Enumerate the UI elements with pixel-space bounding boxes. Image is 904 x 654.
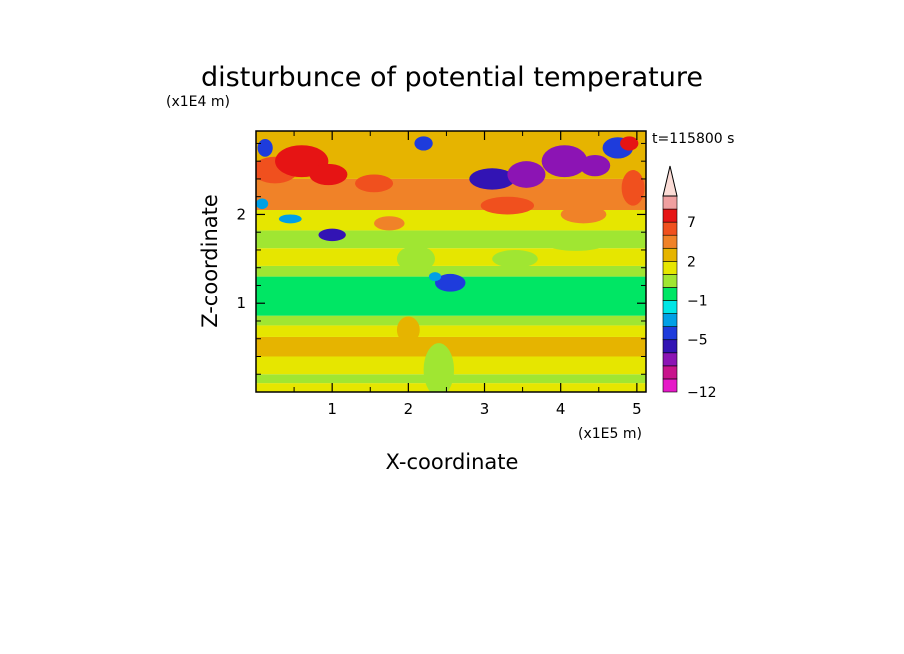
colorbar-swatch — [662, 195, 678, 210]
colorbar-label: −5 — [687, 333, 708, 349]
field-band-0 — [256, 383, 646, 392]
colorbar-label: −1 — [687, 294, 708, 310]
colorbar: −12−5−127 — [662, 165, 717, 401]
x-unit-label: (x1E5 m) — [578, 426, 642, 442]
field-feature-9 — [469, 168, 515, 190]
field-band-7 — [256, 265, 646, 277]
y-axis: 12 — [236, 142, 646, 375]
colorbar-swatch — [662, 247, 678, 262]
colorbar-swatch — [662, 352, 678, 367]
field-feature-18 — [435, 273, 466, 292]
colorbar-extend-arrow — [662, 165, 678, 197]
x-tick-label: 2 — [404, 400, 414, 418]
field-feature-2 — [309, 163, 348, 186]
field-feature-24 — [549, 240, 603, 251]
colorbar-swatch — [662, 378, 678, 393]
y-tick-label: 1 — [236, 294, 246, 312]
field-band-10 — [256, 210, 646, 231]
x-axis-label: X-coordinate — [386, 450, 519, 474]
colorbar-swatch — [662, 313, 678, 327]
colorbar-swatch — [662, 274, 678, 288]
colorbar-swatch — [662, 287, 678, 301]
colorbar-swatch — [662, 221, 678, 236]
plot-frame — [255, 130, 647, 393]
field-band-11 — [256, 178, 646, 211]
colorbar-swatch — [662, 326, 678, 341]
field-feature-14 — [480, 196, 535, 215]
y-tick-label: 2 — [236, 205, 246, 223]
colorbar-swatch — [662, 365, 678, 380]
field-feature-6 — [278, 214, 302, 224]
field-feature-22 — [423, 343, 455, 392]
field-band-3 — [256, 336, 646, 357]
y-axis-label: Z-coordinate — [198, 194, 222, 328]
colorbar-swatch — [662, 234, 678, 249]
field-feature-17 — [620, 136, 639, 151]
field-feature-20 — [492, 249, 538, 268]
x-tick-label: 5 — [632, 400, 642, 418]
colorbar-swatch — [662, 208, 678, 223]
field-feature-10 — [507, 161, 546, 188]
field-feature-21 — [396, 245, 436, 273]
colorbar-label: 7 — [687, 215, 696, 231]
field-feature-5 — [256, 198, 269, 210]
field-band-9 — [256, 230, 646, 249]
colorbar-label: 2 — [687, 254, 696, 270]
colorbar-swatch — [662, 339, 678, 354]
field-feature-11 — [541, 145, 588, 178]
field-feature-15 — [560, 205, 607, 224]
field-feature-4 — [257, 138, 273, 157]
field-feature-7 — [318, 228, 346, 242]
colorbar-label: −12 — [687, 385, 717, 401]
x-axis: 1 2 3 4 5 — [293, 131, 642, 418]
field-feature-25 — [374, 216, 405, 231]
field-band-8 — [256, 248, 646, 266]
field-feature-19 — [428, 272, 442, 282]
time-label: t=115800 s — [652, 131, 734, 147]
field-feature-16 — [621, 170, 645, 206]
field-feature-12 — [579, 154, 611, 177]
field-feature-8 — [414, 136, 433, 151]
field-feature-3 — [355, 174, 394, 193]
x-tick-label: 4 — [556, 400, 566, 418]
x-tick-label: 3 — [480, 400, 490, 418]
plot-area — [256, 131, 646, 392]
field-feature-23 — [396, 316, 420, 344]
chart-title: disturbunce of potential temperature — [201, 62, 703, 93]
y-unit-label: (x1E4 m) — [166, 94, 230, 110]
colorbar-swatch — [662, 261, 678, 275]
x-tick-label: 1 — [327, 400, 337, 418]
field-band-4 — [256, 325, 646, 337]
field-band-5 — [256, 315, 646, 326]
colorbar-swatch — [662, 300, 678, 314]
